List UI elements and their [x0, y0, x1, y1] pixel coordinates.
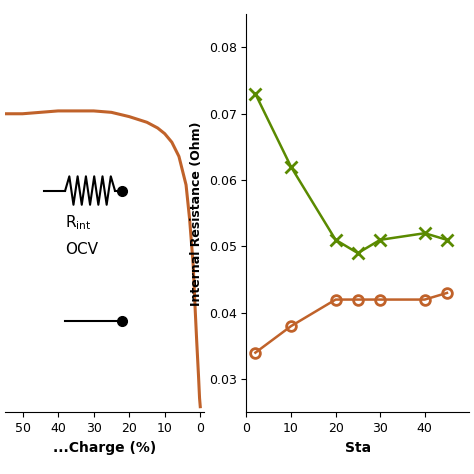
Y-axis label: Internal Resistance (Ohm): Internal Resistance (Ohm): [190, 121, 203, 306]
X-axis label: Sta: Sta: [345, 441, 371, 455]
Text: OCV: OCV: [65, 242, 98, 257]
Text: R$_{\rm int}$: R$_{\rm int}$: [65, 213, 91, 232]
X-axis label: ...Charge (%): ...Charge (%): [53, 441, 156, 455]
